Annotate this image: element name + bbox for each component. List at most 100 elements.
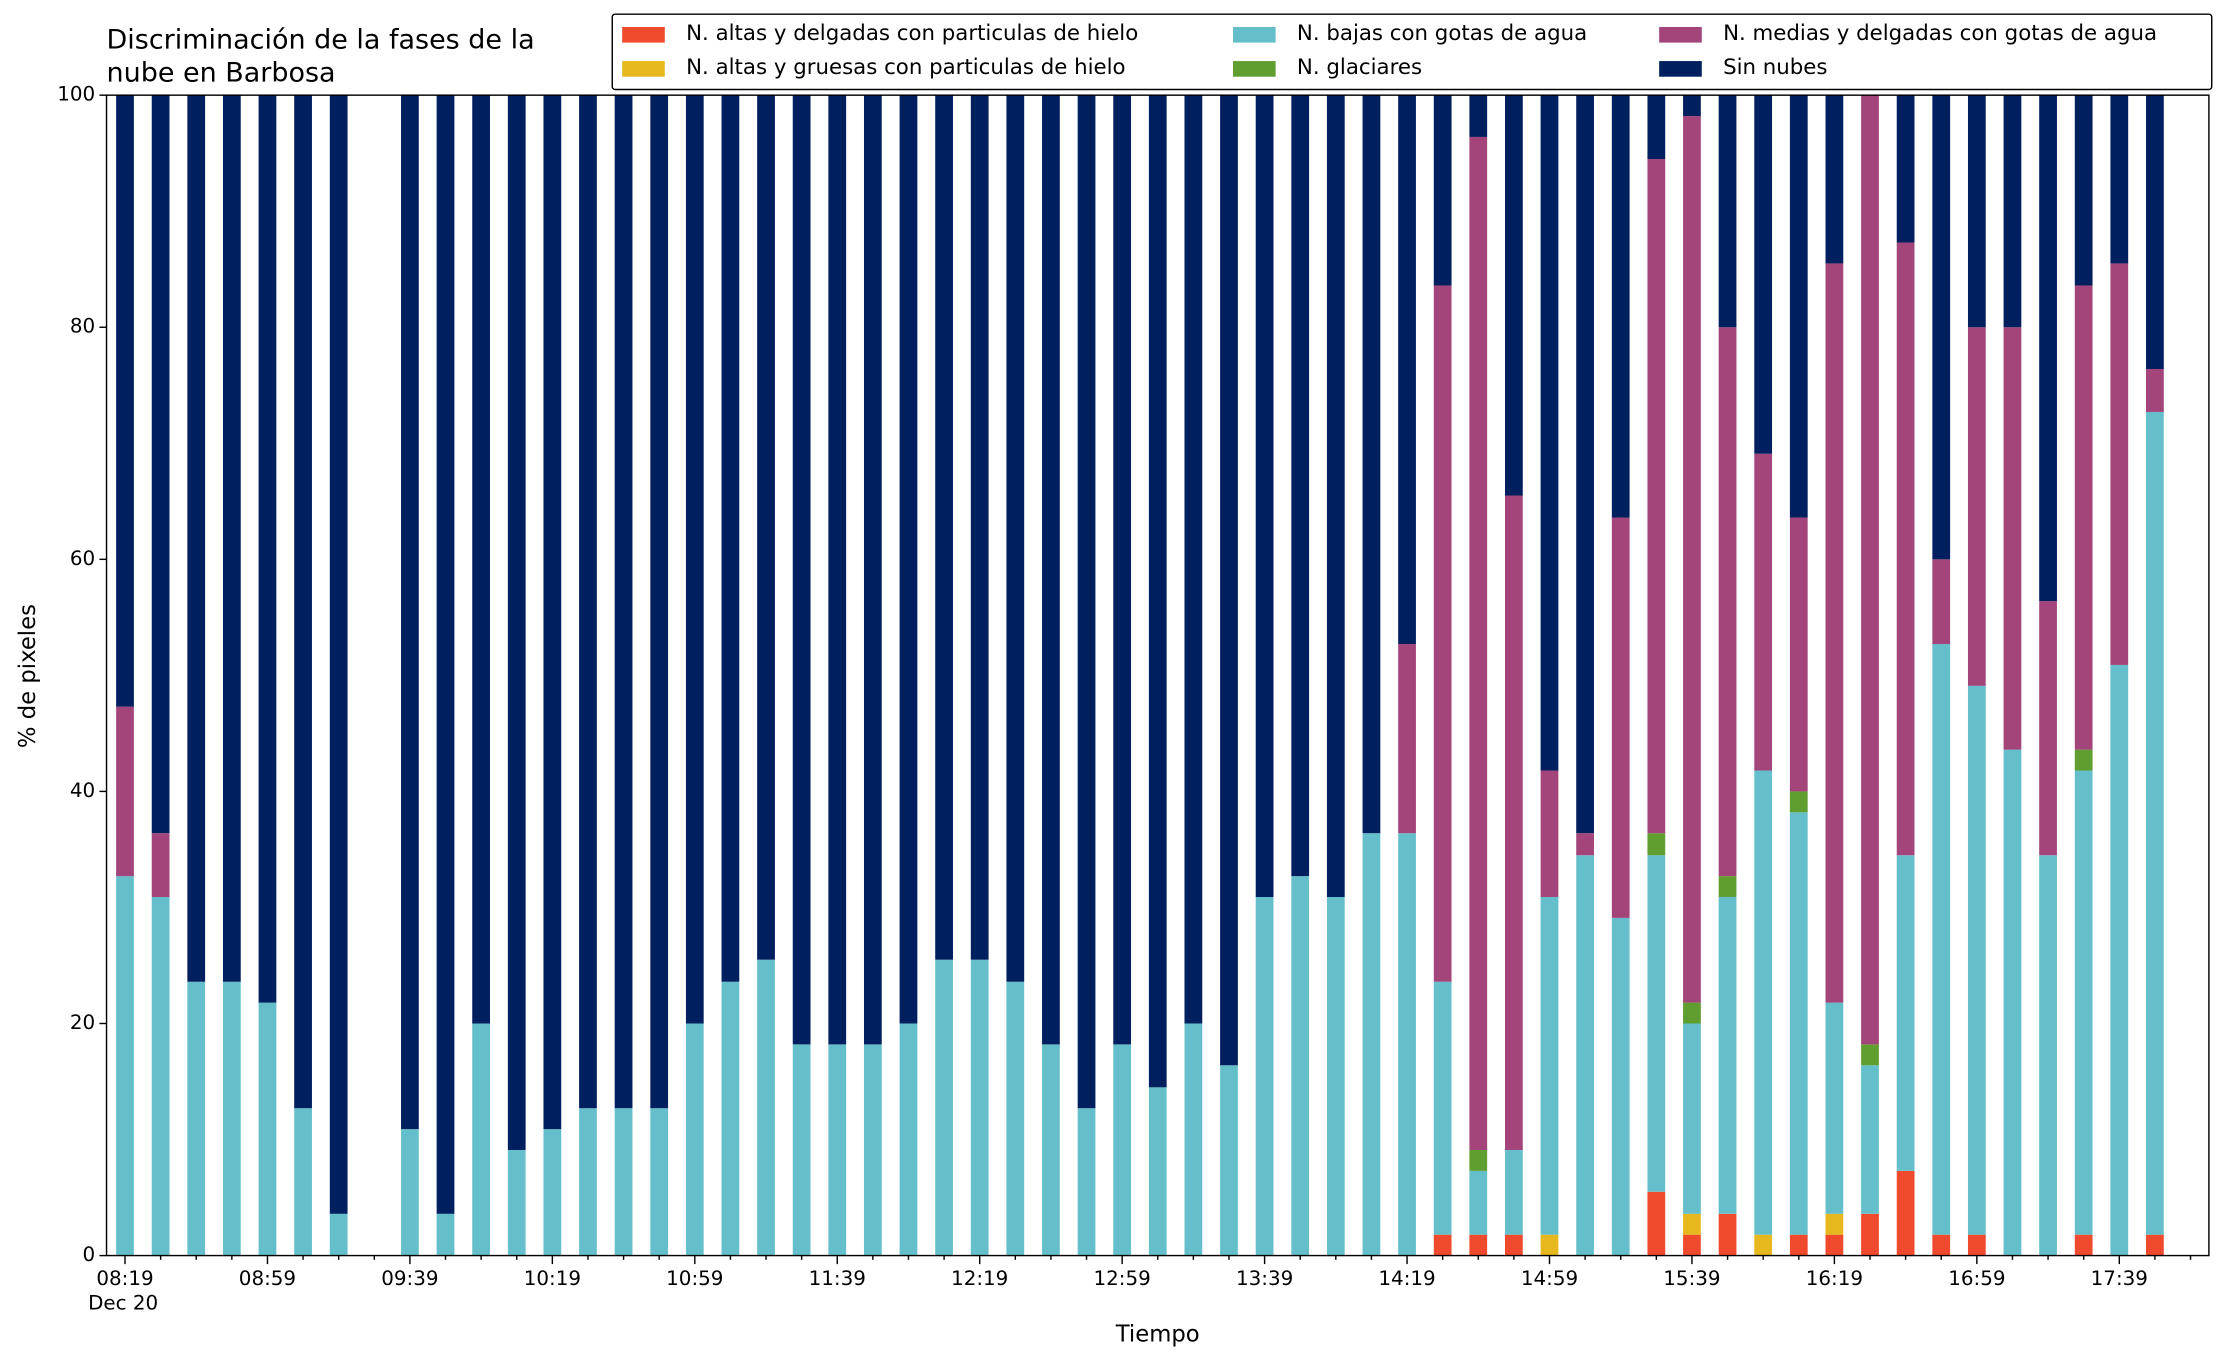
legend-swatch <box>622 61 665 77</box>
bar-segment <box>507 95 526 1150</box>
bar-segment <box>1326 897 1345 1256</box>
bar-segment <box>1505 495 1523 1150</box>
x-tick-label: 12:19 <box>951 1267 1008 1290</box>
bar-segment <box>792 95 811 1045</box>
bar-segment <box>1077 95 1096 1109</box>
bar-segment <box>1469 1234 1488 1256</box>
bar-segment <box>1718 95 1737 328</box>
bar-segment <box>2003 749 2022 1256</box>
bar-segment <box>1861 1065 1879 1214</box>
bar-segment <box>116 876 134 1256</box>
bar-segment <box>1754 1234 1773 1256</box>
bar-segment <box>151 95 170 834</box>
x-tick-label: 17:39 <box>2091 1267 2148 1290</box>
bar-segment <box>614 95 633 1109</box>
bar-segment <box>1647 158 1666 834</box>
x-tick-label: 09:39 <box>381 1267 438 1290</box>
bar-segment <box>1220 95 1238 1066</box>
legend-label: N. glaciares <box>1297 55 1422 80</box>
bar-segment <box>1576 95 1594 834</box>
bar-segment <box>1042 1044 1060 1256</box>
bar-segment <box>1789 1234 1808 1256</box>
bar-segment <box>1718 327 1737 877</box>
bar-segment <box>1789 812 1808 1235</box>
bar-segment <box>1505 1234 1523 1256</box>
bar-segment <box>507 1149 526 1256</box>
bar-segment <box>1754 770 1773 1235</box>
bar-segment <box>1006 981 1025 1256</box>
bar-segment <box>1825 1213 1844 1235</box>
bar-segment <box>1113 95 1132 1045</box>
bar-segment <box>2003 95 2022 328</box>
legend-label: Sin nubes <box>1723 55 1827 80</box>
bar-segment <box>2074 770 2093 1235</box>
bar-segment <box>1967 95 1986 328</box>
bar-segment <box>1505 1149 1523 1235</box>
bar-segment <box>401 95 419 1130</box>
bar-segment <box>1255 95 1274 898</box>
bar-segment <box>436 1213 455 1256</box>
bar-segment <box>294 95 312 1109</box>
bar-segment <box>1825 95 1844 264</box>
x-tick-label: 11:39 <box>809 1267 866 1290</box>
bar-segment <box>1398 95 1416 645</box>
x-tick-label: 08:19 <box>96 1267 153 1290</box>
bar-segment <box>543 95 562 1130</box>
bar-segment <box>828 1044 847 1256</box>
bar-segment <box>1611 95 1630 518</box>
bar-segment <box>1184 95 1203 1024</box>
bar-segment <box>2074 285 2093 750</box>
legend-swatch <box>622 26 665 43</box>
bar-segment <box>1967 327 1986 686</box>
bar-segment <box>2074 749 2093 771</box>
bar-segment <box>1932 559 1951 645</box>
bar-segment <box>579 1108 597 1256</box>
bar-segment <box>472 1023 491 1256</box>
bar-segment <box>116 706 134 877</box>
bar-segment <box>1967 685 1986 1235</box>
bar-segment <box>1006 95 1025 982</box>
bar-segment <box>1647 95 1666 159</box>
bar-segment <box>1754 453 1773 771</box>
bar-segment <box>2039 95 2057 602</box>
bar-segment <box>329 1213 348 1256</box>
bar-segment <box>1540 897 1559 1235</box>
bar-segment <box>436 95 455 1214</box>
bar-segment <box>579 95 597 1109</box>
bar-segment <box>650 95 669 1109</box>
bar-segment <box>1789 95 1808 518</box>
y-axis-label: % de pixeles <box>15 604 41 748</box>
bar-segment <box>935 959 953 1256</box>
bar-segment <box>1861 1044 1879 1066</box>
y-tick-label: 80 <box>70 315 95 338</box>
bar-segment <box>1825 1002 1844 1214</box>
bar-segment <box>543 1129 562 1256</box>
bar-segment <box>899 95 918 1024</box>
bar-segment <box>1647 833 1666 856</box>
bar-segment <box>2003 327 2022 750</box>
bar-segment <box>222 95 241 982</box>
bar-segment <box>2110 263 2129 665</box>
y-tick-label: 40 <box>70 779 95 802</box>
bar-segment <box>828 95 847 1045</box>
x-tick-label: 16:19 <box>1806 1267 1863 1290</box>
plot-frame <box>105 94 2210 1257</box>
bar-segment <box>1505 95 1523 496</box>
bar-segment <box>1433 95 1452 286</box>
legend-swatch <box>1659 26 1702 43</box>
bar-segment <box>2039 601 2057 856</box>
bar-segment <box>1896 855 1915 1171</box>
bar-segment <box>1113 1044 1132 1256</box>
bar-segment <box>1861 1213 1879 1256</box>
x-tick-label: 10:59 <box>666 1267 723 1290</box>
bar-segment <box>863 95 882 1045</box>
bar-segment <box>1611 917 1630 1256</box>
bar-segment <box>1647 1191 1666 1256</box>
bar-segment <box>1469 136 1488 1150</box>
y-tick-label: 60 <box>70 547 95 570</box>
bar-segment <box>222 981 241 1256</box>
x-tick-label: 14:19 <box>1378 1267 1435 1290</box>
x-tick-label: 13:39 <box>1236 1267 1293 1290</box>
x-axis-label: Tiempo <box>1115 1322 1200 1348</box>
